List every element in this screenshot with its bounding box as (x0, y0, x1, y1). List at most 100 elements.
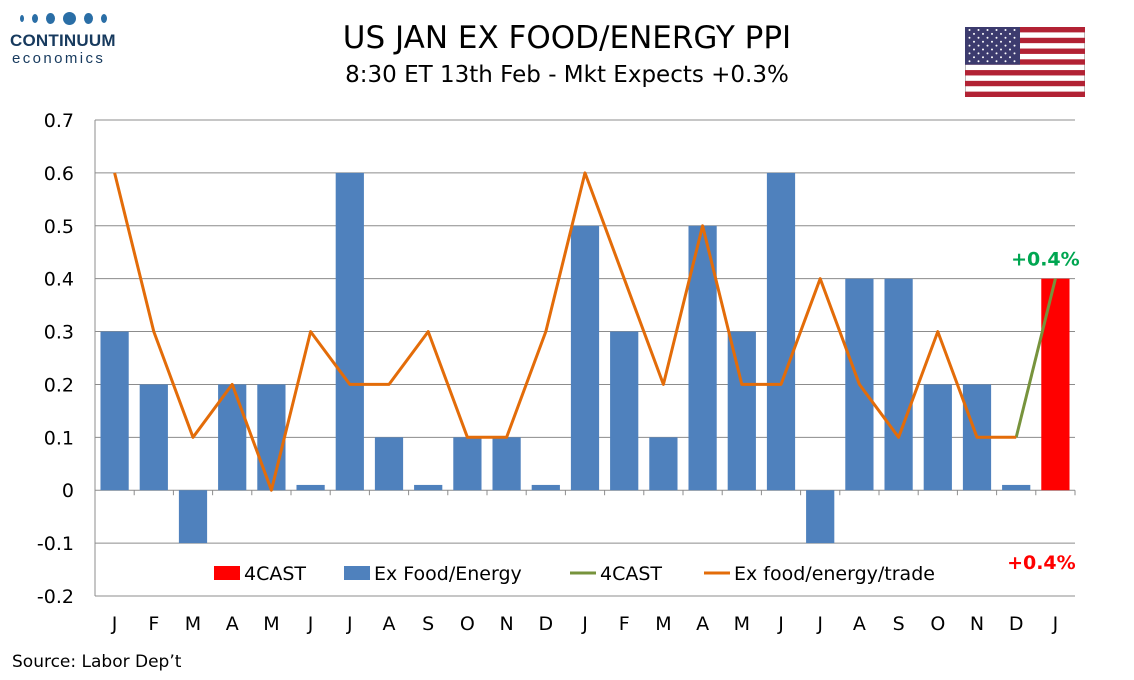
us-flag-icon (965, 27, 1085, 97)
logo-name: CONTINUUM (10, 31, 116, 50)
legend-label: Ex food/energy/trade (734, 563, 935, 585)
flag-star (968, 29, 971, 31)
flag-star (1004, 29, 1007, 31)
flag-stripe (965, 59, 1085, 65)
flag-star (1004, 52, 1007, 55)
y-tick-label: 0.7 (44, 110, 74, 132)
flag-star (982, 40, 984, 43)
flag-star (977, 36, 980, 39)
continuum-logo: CONTINUUM economics (10, 12, 140, 76)
x-tick-label: O (460, 613, 475, 635)
flag-star (1009, 40, 1011, 43)
flag-star (995, 60, 998, 63)
x-tick-label: M (185, 613, 201, 635)
flag-star (1013, 52, 1016, 55)
legend-swatch (214, 566, 240, 580)
x-tick-label: O (930, 613, 945, 635)
flag-star (968, 60, 971, 63)
data-bar (570, 225, 600, 491)
forecast-line (1014, 278, 1057, 438)
x-tick-label: A (853, 613, 866, 635)
flag-star (1004, 36, 1007, 39)
lines (113, 171, 1057, 492)
flag-star (1013, 36, 1016, 39)
x-tick-label: J (346, 613, 353, 635)
flag-star (991, 56, 993, 59)
flag-star (977, 29, 980, 31)
flag-star (1013, 60, 1016, 63)
data-bar (335, 172, 364, 491)
x-tick-label: J (307, 613, 314, 635)
annotations: +0.4% +0.4% (1007, 249, 1080, 574)
bars (100, 172, 1070, 544)
x-tick-label: N (499, 613, 513, 635)
data-bar (257, 384, 286, 491)
forecast-line-label: +0.4% (1011, 249, 1080, 271)
y-tick-label: 0.6 (44, 163, 74, 185)
flag-stripe (965, 91, 1085, 97)
flag-star (1009, 56, 1011, 59)
x-tick-label: S (893, 613, 905, 635)
y-axis-ticks: 0.7 0.6 0.5 0.4 0.3 0.2 0.1 0 -0.1 -0.2 (37, 110, 74, 608)
flag-star (968, 36, 971, 39)
chart-title: US JAN EX FOOD/ENERGY PPI (342, 20, 792, 56)
flag-star (977, 52, 980, 55)
y-tick-label: 0.5 (44, 216, 74, 238)
flag-star (982, 48, 984, 51)
data-bar (649, 437, 678, 491)
x-tick-label: F (619, 613, 630, 635)
x-tick-label: A (226, 613, 239, 635)
flag-stripe (965, 70, 1085, 76)
y-tick-label: 0.2 (44, 374, 74, 396)
flag-stripe (965, 80, 1085, 87)
data-bar (492, 437, 521, 491)
flag-star (973, 48, 975, 51)
y-tick-label: 0.1 (44, 427, 74, 449)
flag-star (986, 60, 989, 63)
x-tick-label: M (655, 613, 671, 635)
flag-stripe (965, 37, 1085, 44)
trade-line (113, 171, 1017, 492)
x-tick-label: A (383, 613, 396, 635)
x-tick-label: S (422, 613, 434, 635)
data-bar (178, 490, 208, 544)
flag-star (1000, 40, 1002, 43)
flag-star (968, 44, 971, 47)
data-bar (766, 172, 796, 491)
y-tick-label: 0.4 (44, 269, 74, 291)
x-tick-label: J (581, 613, 588, 635)
legend-label: 4CAST (600, 563, 662, 585)
y-tick-label: -0.2 (37, 586, 74, 608)
data-bar (923, 384, 952, 491)
legend-label: 4CAST (244, 563, 306, 585)
y-tick-label: 0 (62, 480, 74, 502)
flag-star (1004, 60, 1007, 63)
flag-star (991, 40, 993, 43)
flag-star (995, 36, 998, 39)
x-tick-label: F (148, 613, 159, 635)
flag-star (1000, 48, 1002, 51)
source-note: Source: Labor Dep’t (12, 652, 182, 672)
x-tick-label: D (1009, 613, 1024, 635)
data-bar (531, 484, 560, 491)
flag-star (1000, 56, 1002, 59)
data-bar (1002, 484, 1031, 491)
flag-star (1009, 48, 1011, 51)
flag-stripe (965, 48, 1085, 54)
x-tick-label: J (111, 613, 118, 635)
flag-star (982, 56, 984, 59)
logo-dots-icon (20, 12, 140, 25)
x-tick-label: D (538, 613, 553, 635)
flag-stripe (965, 27, 1085, 33)
flag-star (977, 60, 980, 63)
legend: 4CAST Ex Food/Energy 4CAST Ex food/energy/t… (214, 563, 935, 585)
flag-star (995, 44, 998, 47)
flag-star (995, 29, 998, 31)
flag-star (995, 52, 998, 55)
x-tick-label: J (816, 613, 823, 635)
flag-star (991, 48, 993, 51)
flag-star (982, 32, 984, 35)
flag-star (986, 36, 989, 39)
